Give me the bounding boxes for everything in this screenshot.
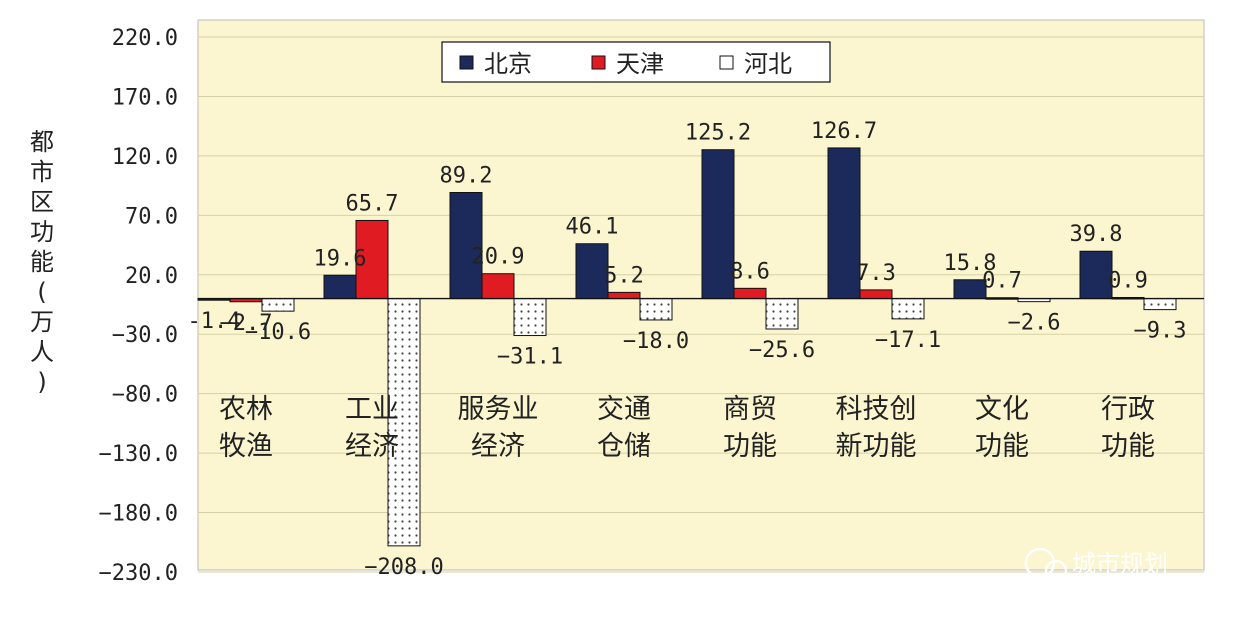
y-tick-label: 220.0 bbox=[112, 26, 178, 51]
bar-北京-1 bbox=[323, 274, 357, 300]
value-label: −2.6 bbox=[1008, 311, 1061, 336]
category-label: 服务业 bbox=[458, 394, 539, 425]
bar-河北-3 bbox=[639, 298, 673, 321]
y-axis-label-char: 都 bbox=[30, 128, 54, 156]
category-label: 农林 bbox=[219, 394, 273, 425]
category-label: 功能 bbox=[975, 431, 1029, 462]
value-label: −31.1 bbox=[497, 345, 563, 370]
value-label: −9.3 bbox=[1134, 319, 1187, 344]
bar-天津-2 bbox=[481, 273, 515, 300]
y-axis-label-char: 区 bbox=[30, 188, 54, 216]
bar-北京-4 bbox=[701, 149, 735, 300]
bar-北京-3 bbox=[575, 243, 609, 300]
value-label: 7.3 bbox=[856, 261, 896, 286]
value-label: −18.0 bbox=[623, 329, 689, 354]
category-label: 新功能 bbox=[836, 431, 917, 462]
value-label: 15.8 bbox=[944, 251, 997, 276]
bar-天津-1 bbox=[355, 219, 389, 300]
y-axis-label-char: 人 bbox=[30, 338, 54, 366]
y-tick-label: −180.0 bbox=[99, 502, 178, 527]
y-tick-label: −230.0 bbox=[99, 561, 178, 586]
bar-天津-5 bbox=[859, 289, 893, 300]
y-axis-label: 都市区功能(万人) bbox=[30, 128, 54, 396]
wechat-icon-small bbox=[1044, 559, 1068, 583]
category-label: 工业 bbox=[345, 394, 399, 425]
category-label: 文化 bbox=[975, 394, 1029, 425]
category-label: 行政 bbox=[1101, 394, 1155, 425]
bar-河北-1 bbox=[387, 298, 421, 547]
bar-北京-7 bbox=[1079, 250, 1113, 300]
value-label: 0.7 bbox=[982, 269, 1022, 294]
category-label: 功能 bbox=[1101, 431, 1155, 462]
value-label: -1.4 bbox=[188, 309, 241, 334]
bar-河北-2 bbox=[513, 298, 547, 337]
y-axis-label-char: ) bbox=[37, 368, 46, 396]
y-tick-label: 70.0 bbox=[125, 204, 178, 229]
y-axis-label-char: 市 bbox=[30, 158, 54, 186]
category-label: 经济 bbox=[345, 431, 399, 462]
value-label: 39.8 bbox=[1070, 222, 1123, 247]
value-label: 8.6 bbox=[730, 259, 770, 284]
category-label: 交通 bbox=[597, 394, 651, 425]
value-label: 65.7 bbox=[346, 191, 399, 216]
legend-swatch-天津 bbox=[591, 55, 606, 70]
value-label: 5.2 bbox=[604, 263, 644, 288]
legend-swatch-北京 bbox=[459, 55, 474, 70]
bar-河北-5 bbox=[891, 298, 925, 320]
value-label: 125.2 bbox=[685, 121, 751, 146]
y-tick-label: 120.0 bbox=[112, 145, 178, 170]
y-tick-label: 170.0 bbox=[112, 85, 178, 110]
y-tick-label: −80.0 bbox=[112, 383, 178, 408]
bar-北京-2 bbox=[449, 192, 483, 300]
category-label: 经济 bbox=[471, 431, 525, 462]
bars bbox=[197, 147, 1204, 547]
value-labels: -1.4 19.6 89.2 46.1 125.2 126.7 15.8 39.8 −2.7 65… bbox=[188, 119, 1187, 580]
value-label: 46.1 bbox=[566, 215, 619, 240]
legend-swatch-河北 bbox=[719, 55, 734, 70]
value-label: 0.9 bbox=[1108, 268, 1148, 293]
legend-label: 天津 bbox=[616, 50, 664, 78]
watermark: 城市规划 bbox=[1024, 547, 1168, 583]
y-axis-label-char: 功 bbox=[30, 218, 54, 246]
legend-label: 河北 bbox=[744, 50, 792, 78]
value-label: 20.9 bbox=[472, 245, 525, 270]
value-label: −17.1 bbox=[875, 328, 941, 353]
category-label: 功能 bbox=[723, 431, 777, 462]
category-label: 仓储 bbox=[597, 431, 651, 462]
gridlines bbox=[198, 36, 1204, 573]
category-label: 牧渔 bbox=[219, 431, 273, 462]
wechat-icon bbox=[1024, 547, 1056, 579]
legend-label: 北京 bbox=[484, 50, 532, 78]
value-label: −2.7 bbox=[220, 311, 273, 336]
legend-box bbox=[441, 41, 831, 83]
y-axis-label-char: 能 bbox=[30, 248, 54, 276]
y-tick-label: −130.0 bbox=[99, 442, 178, 467]
legend: 北京 天津 河北 bbox=[441, 41, 831, 83]
bar-河北-7 bbox=[1143, 298, 1177, 311]
y-axis-ticks: 220.0 170.0 120.0 70.0 20.0 −30.0 −80.0 −130.0 −… bbox=[99, 26, 178, 586]
y-tick-label: −30.0 bbox=[112, 323, 178, 348]
bar-河北-0 bbox=[261, 298, 295, 312]
watermark-text: 城市规划 bbox=[1072, 550, 1168, 578]
y-axis-title: 都市区功能(万人) bbox=[30, 128, 54, 396]
value-label: 126.7 bbox=[811, 119, 877, 144]
bar-天津-4 bbox=[733, 287, 767, 300]
bar-天津-3 bbox=[607, 291, 641, 300]
category-label: 商贸 bbox=[723, 394, 777, 425]
category-label: 科技创 bbox=[836, 394, 917, 425]
y-tick-label: 20.0 bbox=[125, 264, 178, 289]
y-axis-label-char: ( bbox=[37, 278, 46, 306]
value-label: −25.6 bbox=[749, 338, 815, 363]
value-label: −208.0 bbox=[364, 555, 443, 580]
bar-河北-4 bbox=[765, 298, 799, 330]
y-axis-label-char: 万 bbox=[30, 308, 54, 336]
value-label: 89.2 bbox=[440, 164, 493, 189]
value-label: −10.6 bbox=[245, 320, 311, 345]
bar-北京-5 bbox=[827, 147, 861, 300]
value-label: 19.6 bbox=[314, 246, 367, 271]
